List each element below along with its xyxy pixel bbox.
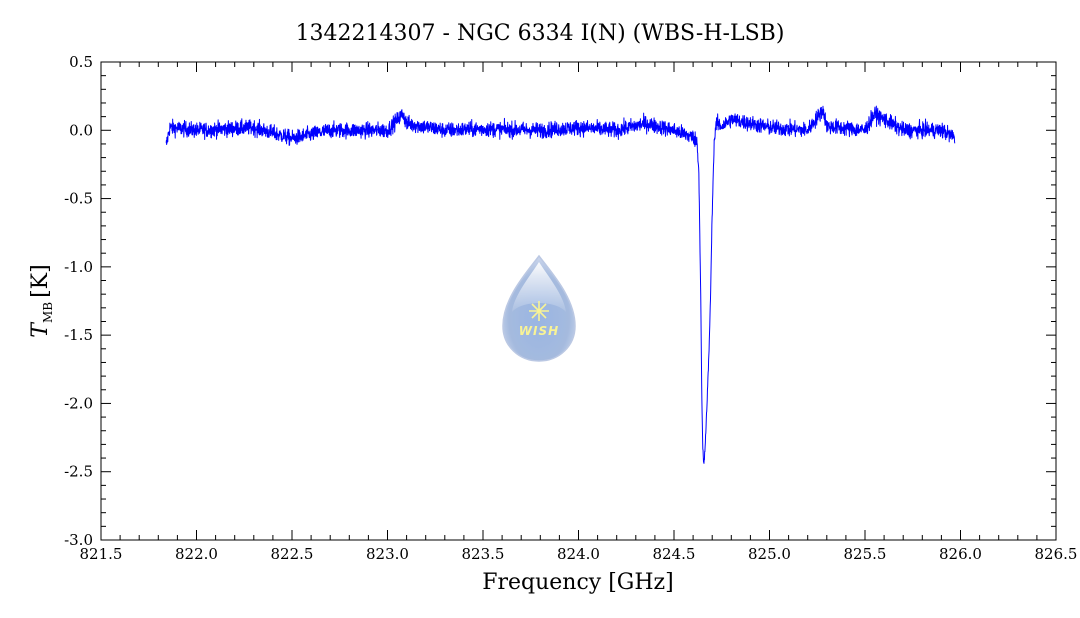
y-tick-label: -1.5 [64,326,93,344]
x-tick-label: 823.5 [462,545,505,563]
y-tick-labels: 0.5 0.0 -0.5 -1.0 -1.5 -2.0 -2.5 -3.0 [64,53,93,549]
x-tick-label: 821.5 [80,545,123,563]
x-tick-label: 825.0 [748,545,791,563]
y-axis-label: TMB [K] [28,264,55,337]
x-tick-labels: 821.5 822.0 822.5 823.0 823.5 824.0 824.5 825.0… [80,545,1078,563]
chart-title: 1342214307 - NGC 6334 I(N) (WBS-H-LSB) [296,21,785,46]
x-tick-label: 825.5 [844,545,887,563]
y-tick-label: -0.5 [64,190,93,208]
x-tick-label: 822.0 [175,545,218,563]
wish-droplet-logo-icon: WISH [502,254,576,362]
x-axis-label: Frequency [GHz] [482,570,674,595]
x-tick-label: 823.0 [366,545,409,563]
y-tick-label: -2.5 [64,463,93,481]
y-tick-label: -2.0 [64,394,93,412]
x-tick-label: 824.5 [653,545,696,563]
y-tick-label: 0.0 [69,121,93,139]
y-axis-label-unit: [K] [28,264,53,298]
x-tick-label: 826.0 [939,545,982,563]
x-tick-label: 826.5 [1035,545,1078,563]
wish-logo-text: WISH [519,324,559,338]
y-axis-label-main: T [28,321,53,338]
spectrum-series-line [165,105,956,464]
y-tick-label: -1.0 [64,258,93,276]
x-tick-label: 822.5 [271,545,314,563]
axis-ticks [100,61,1057,541]
y-axis-label-sub: MB [41,302,55,323]
y-tick-label: 0.5 [69,53,93,71]
y-tick-label: -3.0 [64,531,93,549]
x-tick-label: 824.0 [557,545,600,563]
